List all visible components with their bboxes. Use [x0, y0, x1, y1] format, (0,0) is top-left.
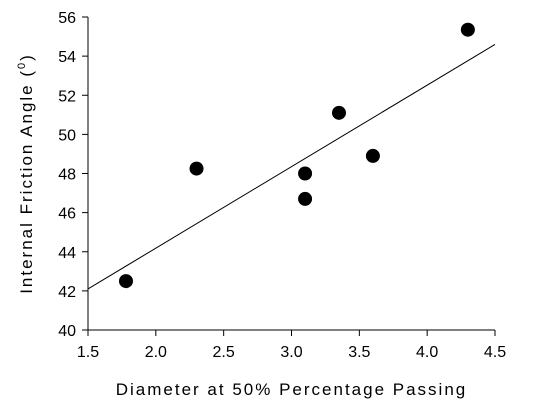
y-tick-label: 46: [58, 206, 76, 223]
y-axis-label-end: ): [17, 53, 36, 61]
x-tick-label: 4.5: [484, 344, 506, 361]
y-tick-label: 56: [58, 10, 76, 27]
data-point: [298, 166, 313, 181]
y-tick-label: 42: [58, 284, 76, 301]
y-tick-label: 44: [58, 245, 76, 262]
y-tick-label: 50: [58, 127, 76, 144]
x-tick-label: 2.0: [145, 344, 167, 361]
x-tick-label: 2.5: [213, 344, 235, 361]
y-tick-label: 52: [58, 88, 76, 105]
plot-area: 1.5 2.0 2.5 3.0 3.5 4.0 4.5 40 42 44 46 48 50 52 54 56: [58, 10, 506, 361]
data-point: [331, 105, 346, 120]
data-point: [365, 148, 380, 163]
data-point: [189, 161, 204, 176]
y-axis-ticks: 40 42 44 46 48 50 52 54 56: [58, 10, 88, 340]
data-point: [118, 274, 133, 289]
y-tick-label: 48: [58, 167, 76, 184]
trend-line: [87, 43, 496, 290]
x-axis-label: Diameter at 50% Percentage Passing: [116, 380, 468, 399]
data-points: [118, 22, 475, 289]
x-axis-ticks: 1.5 2.0 2.5 3.0 3.5 4.0 4.5: [77, 330, 506, 361]
y-axis-label-main: Internal Friction Angle (: [17, 69, 36, 294]
data-point: [298, 191, 313, 206]
x-tick-label: 4.0: [416, 344, 438, 361]
y-tick-label: 40: [58, 323, 76, 340]
x-tick-label: 1.5: [77, 344, 99, 361]
x-tick-label: 3.5: [348, 344, 370, 361]
y-axis-label-superscript: 0: [16, 61, 28, 69]
y-tick-label: 54: [58, 49, 76, 66]
y-axis-label: Internal Friction Angle (0): [16, 53, 36, 294]
data-point: [460, 22, 475, 37]
x-tick-label: 3.0: [280, 344, 302, 361]
